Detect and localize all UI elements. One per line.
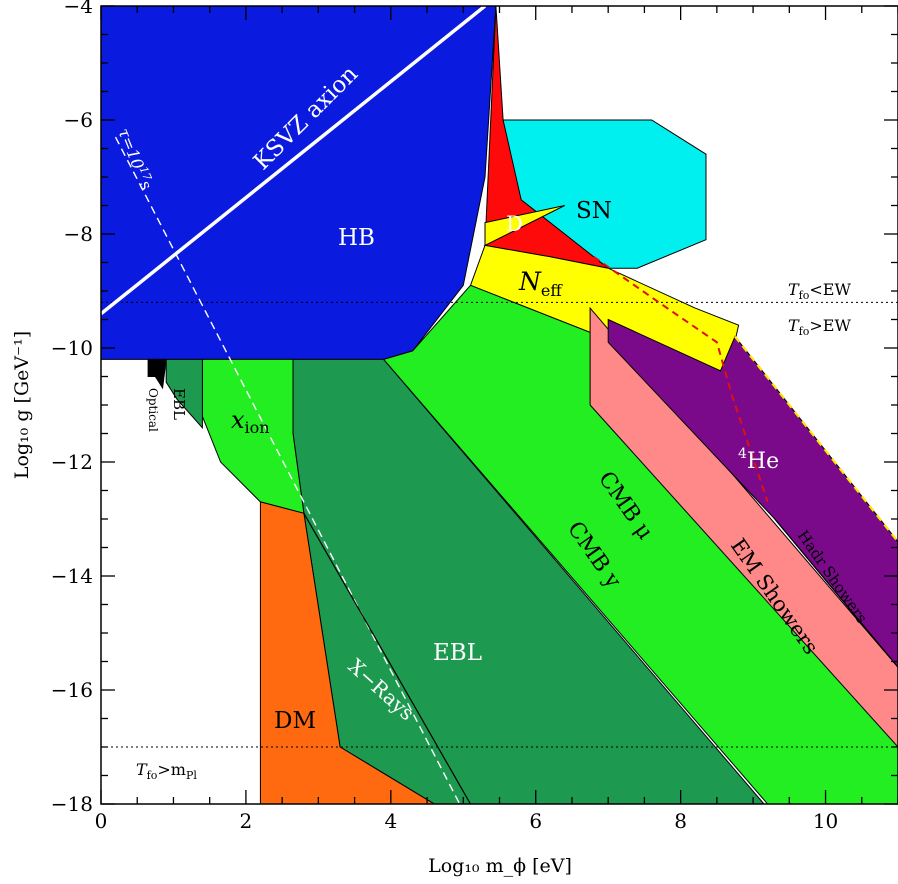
tick-label-layer: 0 2 4 6 8 10 −4 −6 −8 −10 −12 −14 −16 −18 (51, 0, 838, 833)
label-neff-main: N (518, 267, 542, 296)
y-tick-label: −10 (51, 336, 93, 360)
label-xion-sub: ion (245, 418, 270, 437)
label-hb: HB (338, 225, 375, 251)
y-tick-label: −16 (51, 678, 93, 702)
label-tfo-gt-mpl-rest: >m (157, 760, 186, 779)
x-tick-label: 0 (95, 809, 108, 833)
tick-layer (100, 5, 898, 805)
y-tick-label: −14 (51, 564, 93, 588)
curve-x-rays-edge (303, 513, 472, 804)
x-tick-label: 10 (813, 809, 838, 833)
label-ebl-small: EBL (170, 388, 188, 420)
label-tfo-gt-mpl: Tfo>mPl (136, 760, 197, 782)
x-tick-label: 8 (674, 809, 687, 833)
label-xion: xion (231, 406, 270, 437)
curve-hadr-showers-edge (774, 518, 898, 668)
x-axis-title: Log₁₀ m_ϕ [eV] (428, 855, 572, 877)
region-dm (259, 501, 436, 804)
y-tick-label: −4 (64, 0, 93, 18)
label-he4-main: He (747, 449, 779, 474)
label-tfo-gt-ew-t: T (788, 316, 800, 335)
label-neff-sub: eff (541, 281, 563, 300)
label-tfo-lt-ew: Tfo<EW (788, 280, 851, 302)
region-hb (101, 6, 497, 360)
label-tau-exp: 17 (137, 165, 154, 183)
label-tfo-lt-ew-sub: fo (799, 289, 810, 302)
region-optical (147, 358, 167, 390)
x-tick-label: 4 (384, 809, 397, 833)
label-optical: Optical (146, 388, 160, 432)
label-tfo-gt-mpl-t: T (136, 760, 148, 779)
label-tfo-gt-mpl-sub: fo (147, 769, 158, 782)
label-ebl: EBL (433, 640, 482, 666)
region-em-showers (589, 306, 898, 748)
label-tfo-gt-mpl-sub2: Pl (186, 769, 197, 782)
label-dm: DM (274, 708, 316, 734)
x-tick-label: 2 (240, 809, 253, 833)
label-tfo-lt-ew-t: T (788, 280, 800, 299)
label-he4-sup: 4 (738, 446, 747, 462)
label-tfo-gt-ew-rest: >EW (809, 316, 851, 335)
label-neff: Neff (518, 267, 563, 300)
curve-ksvz-axion (101, 6, 487, 316)
region-ebl-small (165, 358, 203, 430)
y-axis-title: Log₁₀ g [GeV⁻¹] (11, 331, 33, 479)
curve-red-dashed (593, 255, 769, 503)
label-tfo-gt-ew-sub: fo (799, 325, 810, 338)
curve-layer (101, 6, 898, 804)
label-tfo-gt-ew: Tfo>EW (788, 316, 851, 338)
label-he4: 4He (738, 446, 779, 474)
label-tfo-lt-ew-rest: <EW (809, 280, 851, 299)
curve-yellow-dashed (734, 335, 898, 543)
label-sn: SN (576, 198, 612, 224)
label-d: D (506, 212, 523, 236)
plot-frame (100, 5, 898, 805)
y-tick-label: −18 (51, 792, 93, 816)
y-tick-label: −8 (64, 222, 93, 246)
curve-lifetime (114, 136, 461, 804)
label-xion-main: x (231, 406, 245, 434)
x-tick-label: 6 (529, 809, 542, 833)
y-tick-label: −6 (64, 108, 93, 132)
y-tick-label: −12 (51, 450, 93, 474)
region-layer (101, 6, 898, 804)
